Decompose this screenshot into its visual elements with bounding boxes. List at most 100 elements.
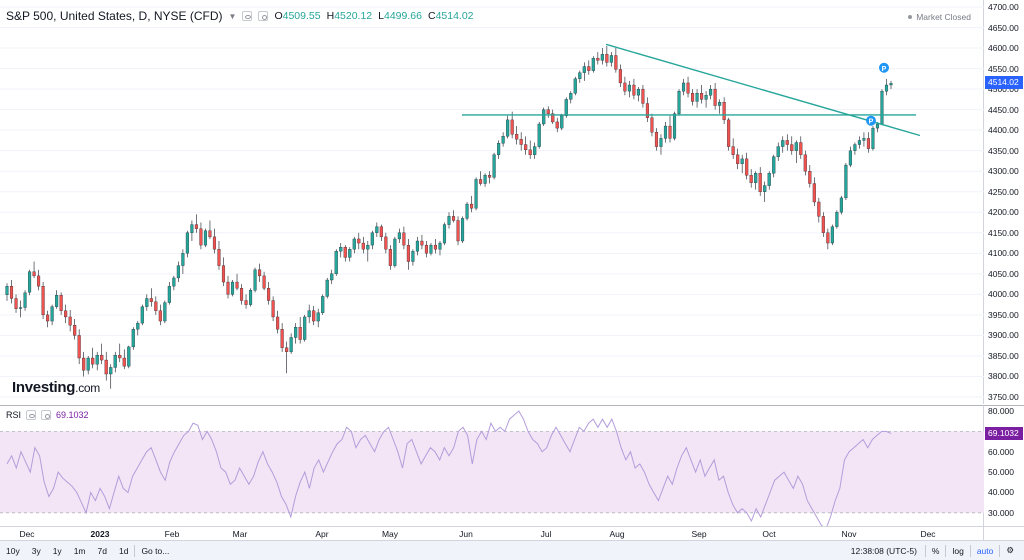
settings-gear-icon[interactable]: ⚙	[1006, 545, 1014, 555]
bottom-toolbar: 10y 3y 1y 1m 7d 1d Go to... 12:38:08 (UT…	[0, 540, 1024, 560]
candle	[817, 197, 821, 223]
eye-icon[interactable]	[26, 410, 37, 420]
gear-icon[interactable]	[41, 410, 52, 420]
candle-body-up	[294, 327, 298, 338]
goto-button[interactable]: Go to...	[141, 545, 170, 556]
candle	[181, 249, 185, 274]
range-10y-button[interactable]: 10y	[6, 545, 20, 556]
candle-body-down	[217, 249, 221, 266]
candle	[812, 177, 816, 207]
chevron-down-icon[interactable]: ▼	[228, 11, 237, 21]
candle	[677, 89, 681, 116]
candle	[510, 111, 514, 139]
candle	[127, 345, 131, 369]
candle-body-down	[158, 310, 162, 322]
candle-body-down	[122, 357, 126, 367]
candle-body-up	[794, 142, 798, 151]
range-7d-button[interactable]: 7d	[97, 545, 107, 556]
candle	[307, 304, 311, 324]
candle-body-down	[700, 93, 704, 100]
rsi-pane[interactable]	[0, 405, 984, 526]
candle-body-down	[605, 54, 609, 63]
candle	[433, 238, 438, 254]
candle	[470, 195, 474, 213]
percent-toggle[interactable]: %	[931, 545, 940, 556]
candle	[474, 177, 478, 211]
candle-body-up	[316, 312, 320, 322]
candle-body-down	[424, 244, 428, 254]
range-1d-button[interactable]: 1d	[118, 545, 129, 556]
candle	[68, 309, 72, 332]
range-1m-button[interactable]: 1m	[73, 545, 86, 556]
auto-toggle[interactable]: auto	[976, 545, 994, 556]
candle	[889, 80, 893, 90]
candle	[623, 76, 627, 96]
candle	[533, 142, 537, 159]
rsi-tick-label: 30.000	[988, 507, 1014, 518]
gear-icon[interactable]	[258, 11, 269, 21]
candle-body-up	[253, 269, 257, 291]
candle-body-up	[857, 140, 861, 145]
range-3y-button[interactable]: 3y	[31, 545, 41, 556]
clock-display[interactable]: 12:38:08 (UTC-5)	[850, 545, 917, 556]
candle-body-up	[862, 138, 866, 141]
candle	[104, 351, 108, 381]
candle	[794, 140, 798, 163]
candle	[839, 195, 843, 215]
candle-body-down	[722, 102, 726, 121]
candle-body-down	[641, 88, 645, 104]
candle-body-down	[82, 357, 86, 371]
time-axis[interactable]: Dec 2023 Feb Mar Apr May Jun Jul Aug Sep Oct Nov Dec	[0, 526, 984, 540]
candle-body-down	[546, 109, 550, 114]
candle	[226, 275, 230, 299]
candle	[136, 321, 140, 336]
candle	[731, 138, 735, 159]
candle	[519, 132, 523, 151]
price-tick-label: 4500.00	[988, 84, 1019, 95]
candle	[50, 304, 54, 326]
candle-body-down	[745, 158, 749, 176]
candle-body-down	[758, 173, 762, 192]
candle-body-down	[388, 249, 392, 266]
candle-body-down	[817, 201, 821, 217]
candle-body-up	[415, 240, 419, 252]
rsi-title[interactable]: RSI	[6, 410, 22, 420]
time-tick-label: May	[381, 529, 399, 539]
candle-body-down	[736, 154, 740, 164]
price-axis[interactable]: 4700.00 4650.00 4600.00 4550.00 4500.00 4450.…	[984, 0, 1024, 404]
candle-body-down	[528, 149, 532, 155]
rsi-band	[0, 431, 984, 513]
range-1y-button[interactable]: 1y	[52, 545, 62, 556]
candle-body-down	[618, 69, 622, 84]
price-tick-label: 3850.00	[988, 350, 1019, 361]
candle-body-up	[28, 271, 32, 293]
candle	[722, 97, 726, 124]
toolbar-divider	[134, 544, 136, 557]
candle-body-up	[718, 102, 722, 106]
candle-body-down	[790, 144, 794, 151]
candle	[749, 169, 753, 188]
candle-body-down	[91, 357, 95, 365]
candle-body-up	[492, 154, 496, 178]
candle	[217, 241, 221, 270]
symbol-title[interactable]: S&P 500, United States, D, NYSE (CFD)	[6, 9, 223, 23]
candle-body-up	[659, 138, 663, 147]
price-tick-label: 4150.00	[988, 227, 1019, 238]
candle-body-down	[212, 236, 217, 250]
candle	[528, 140, 532, 159]
log-toggle[interactable]: log	[952, 545, 964, 556]
candle	[844, 163, 848, 200]
eye-icon[interactable]	[242, 11, 253, 21]
candle	[821, 212, 825, 237]
candle	[754, 171, 758, 190]
time-tick-label: Jul	[540, 529, 552, 539]
candle	[208, 220, 212, 239]
price-tick-label: 4350.00	[988, 145, 1019, 156]
candle	[64, 304, 68, 324]
candle-body-up	[50, 306, 54, 322]
candle	[713, 82, 717, 110]
candle-body-down	[456, 220, 460, 242]
candle	[343, 245, 347, 262]
